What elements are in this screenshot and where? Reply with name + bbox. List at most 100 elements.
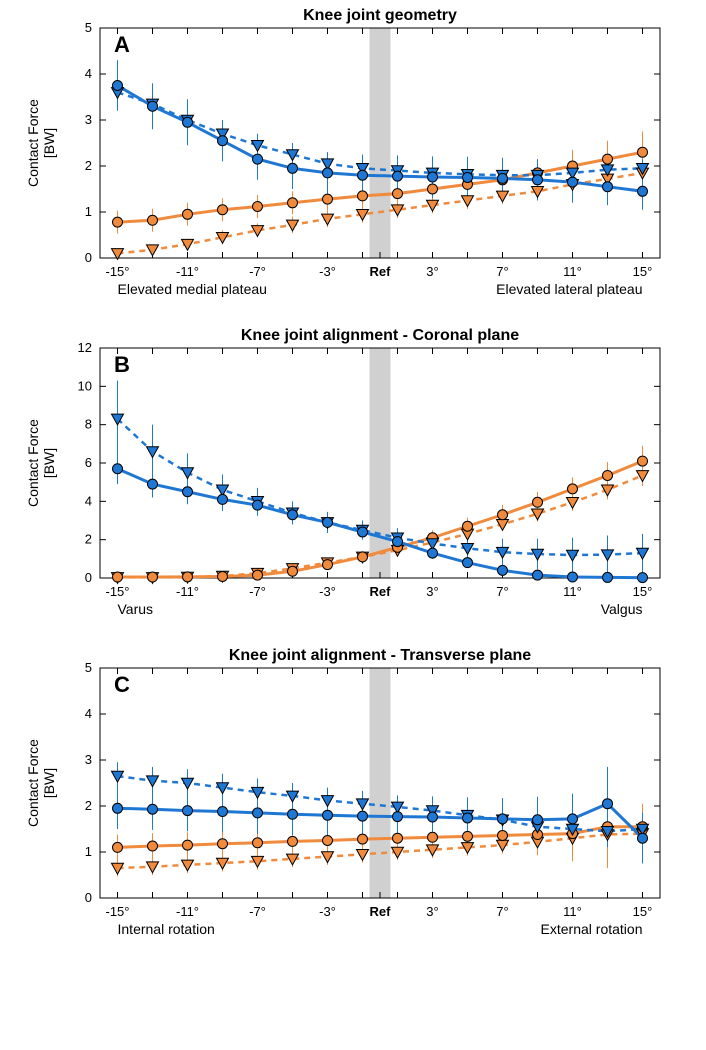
marker-circle [358,527,368,537]
marker-circle [148,804,158,814]
marker-circle [498,565,508,575]
marker-triangle [147,776,159,787]
marker-circle [358,552,368,562]
marker-circle [603,154,613,164]
svg-text:15°: 15° [633,904,653,919]
marker-circle [428,832,438,842]
svg-text:-3°: -3° [319,264,336,279]
marker-circle [148,101,158,111]
right-sub-label: External rotation [541,921,643,937]
marker-triangle [462,196,474,207]
marker-circle [568,572,578,582]
marker-circle [568,484,578,494]
marker-circle [638,573,648,583]
ref-band [370,668,391,898]
marker-circle [568,814,578,824]
marker-circle [393,537,403,547]
marker-circle [638,833,648,843]
marker-triangle [147,447,159,458]
svg-text:3: 3 [85,112,92,127]
marker-circle [463,831,473,841]
svg-text:3°: 3° [426,264,438,279]
svg-text:8: 8 [85,417,92,432]
marker-circle [288,836,298,846]
marker-circle [393,171,403,181]
svg-text:-15°: -15° [106,584,130,599]
marker-circle [183,572,193,582]
svg-text:4: 4 [85,493,92,508]
y-axis-label: Contact Force[BW] [25,419,57,507]
marker-triangle [602,550,614,561]
marker-circle [148,215,158,225]
svg-text:3°: 3° [426,904,438,919]
marker-circle [463,173,473,183]
marker-triangle [567,497,579,508]
marker-triangle [322,214,334,225]
left-sub-label: Elevated medial plateau [118,281,267,297]
svg-text:15°: 15° [633,584,653,599]
svg-text:1: 1 [85,844,92,859]
svg-text:0: 0 [85,570,92,585]
svg-text:10: 10 [78,378,92,393]
panel-C: 012345Ref3°7°11°15°-15°-11°-7°-3°Knee jo… [25,647,660,937]
marker-circle [323,168,333,178]
marker-triangle [112,414,124,425]
marker-circle [603,470,613,480]
marker-circle [113,572,123,582]
marker-triangle [357,850,369,861]
marker-triangle [182,468,194,479]
marker-circle [603,572,613,582]
left-sub-label: Internal rotation [118,921,215,937]
svg-text:Ref: Ref [370,904,392,919]
marker-triangle [322,796,334,807]
marker-circle [218,205,228,215]
marker-circle [393,812,403,822]
svg-text:-11°: -11° [176,264,199,279]
marker-circle [113,217,123,227]
panel-A: 012345Ref3°7°11°15°-15°-11°-7°-3°Knee jo… [25,7,660,297]
right-sub-label: Valgus [601,601,643,617]
marker-circle [358,811,368,821]
marker-circle [358,834,368,844]
marker-circle [533,175,543,185]
marker-circle [288,198,298,208]
svg-text:6: 6 [85,455,92,470]
y-axis-label: Contact Force[BW] [25,99,57,187]
svg-text:2: 2 [85,158,92,173]
marker-circle [183,487,193,497]
svg-text:0: 0 [85,250,92,265]
marker-circle [218,839,228,849]
svg-text:15°: 15° [633,264,653,279]
svg-text:2: 2 [85,532,92,547]
marker-circle [568,177,578,187]
marker-triangle [147,245,159,256]
marker-circle [113,81,123,91]
marker-circle [148,479,158,489]
svg-text:3°: 3° [426,584,438,599]
svg-text:-15°: -15° [106,904,130,919]
svg-text:-7°: -7° [249,264,266,279]
marker-circle [253,838,263,848]
marker-circle [218,494,228,504]
marker-circle [323,810,333,820]
marker-circle [253,808,263,818]
marker-circle [113,464,123,474]
svg-text:11°: 11° [563,904,582,919]
marker-circle [428,184,438,194]
panel-letter: C [114,672,130,697]
marker-circle [323,194,333,204]
marker-circle [428,172,438,182]
svg-text:-3°: -3° [319,584,336,599]
ref-band [370,348,391,578]
svg-text:-3°: -3° [319,904,336,919]
svg-text:5: 5 [85,20,92,35]
marker-circle [498,814,508,824]
svg-text:7°: 7° [496,904,508,919]
marker-triangle [182,860,194,871]
panel-letter: A [114,32,130,57]
svg-text:5: 5 [85,660,92,675]
marker-circle [183,840,193,850]
marker-circle [253,570,263,580]
marker-circle [498,173,508,183]
marker-circle [323,517,333,527]
